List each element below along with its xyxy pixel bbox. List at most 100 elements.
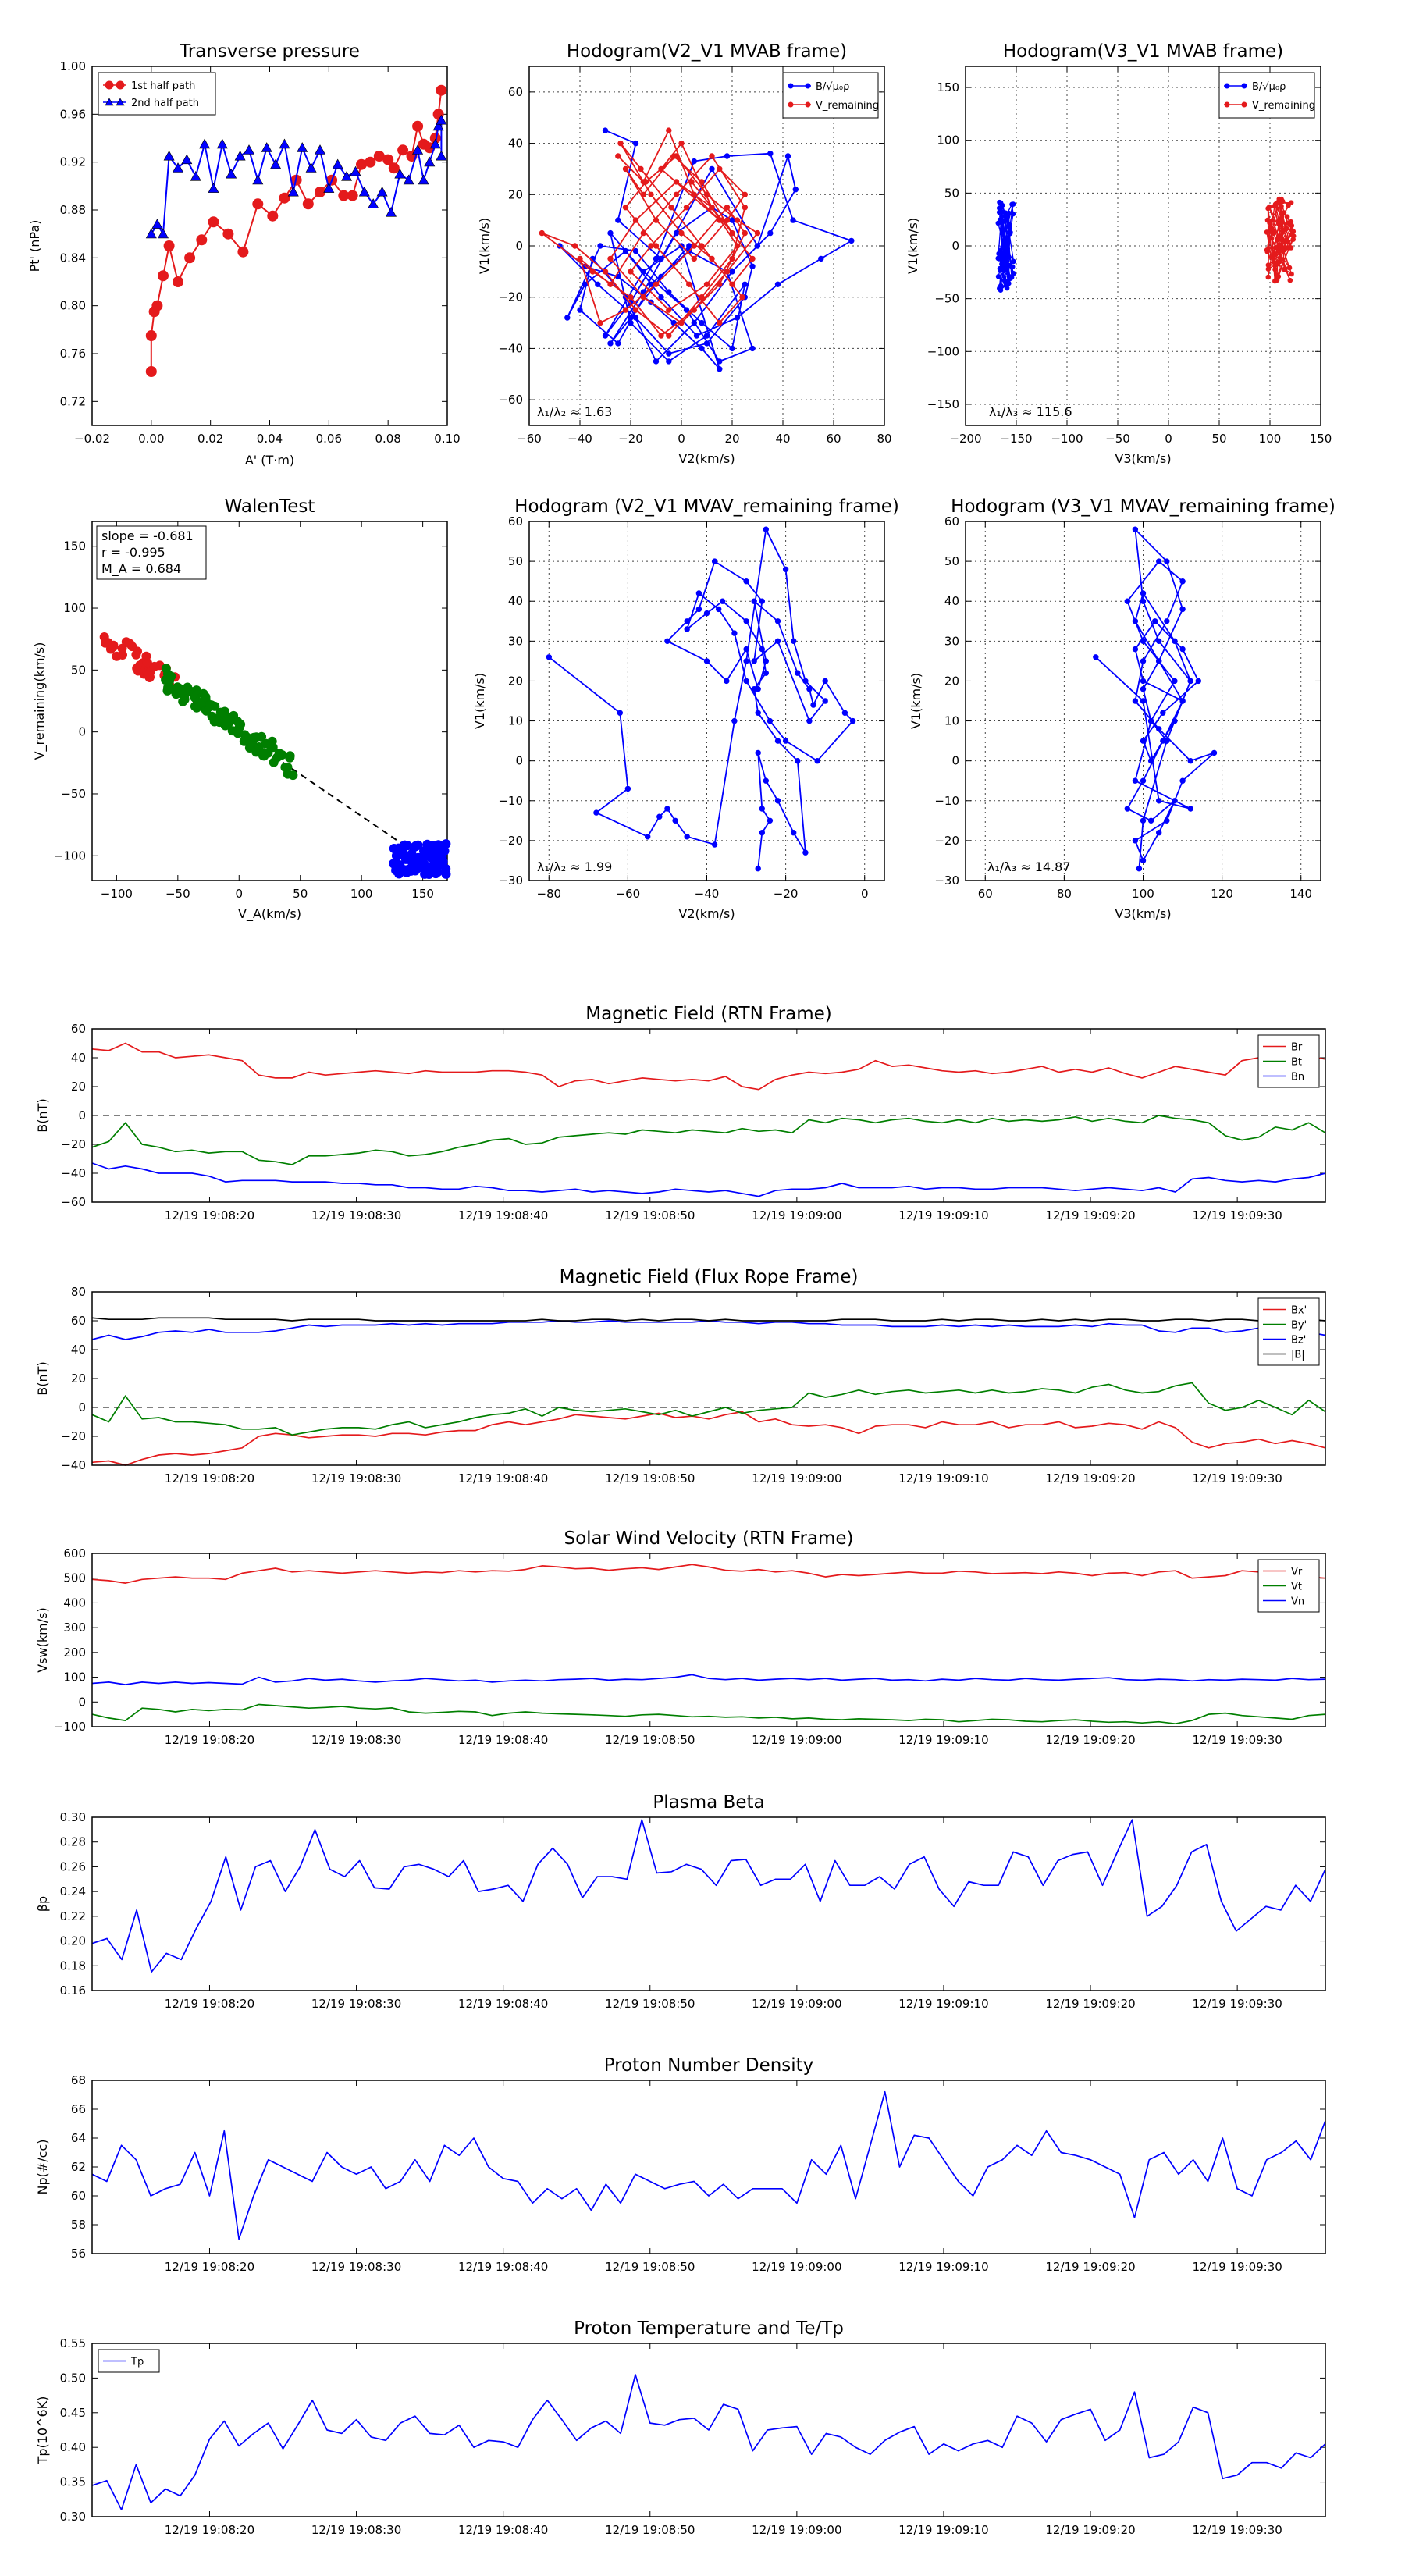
- ytick-label: 40: [944, 594, 959, 608]
- xtick-label: −100: [101, 887, 133, 901]
- data-point: [617, 710, 623, 716]
- data-point: [703, 658, 710, 664]
- ytick-label: 0.26: [60, 1859, 86, 1873]
- chart-6: Magnetic Field (RTN Frame) −60 −40 −20 0 20 40…: [35, 1004, 1326, 1222]
- data-point: [763, 658, 769, 664]
- xtick-label: 80: [877, 432, 891, 446]
- ytick-label: 1.00: [60, 59, 86, 73]
- data-point: [1280, 247, 1286, 252]
- legend-label: Vr: [1291, 1567, 1303, 1578]
- ytick-label: 60: [508, 514, 523, 528]
- data-point: [767, 151, 774, 157]
- legend-box: [1257, 1559, 1320, 1613]
- data-point: [686, 243, 692, 249]
- data-point: [999, 261, 1005, 267]
- x-axis-label: V3(km/s): [1115, 906, 1171, 921]
- data-point: [1160, 710, 1166, 716]
- xtick-label: 12/19 19:08:50: [605, 2523, 695, 2537]
- series-line: [91, 1703, 1326, 1725]
- ytick-label: 0.55: [60, 2336, 86, 2350]
- data-point: [810, 702, 816, 708]
- xtick-label: 0: [678, 432, 685, 446]
- data-point: [181, 154, 193, 165]
- xtick-label: 12/19 19:09:20: [1045, 1208, 1135, 1222]
- data-point: [1266, 204, 1272, 210]
- data-point: [358, 186, 370, 197]
- plot-frame: [91, 1553, 1326, 1727]
- data-point: [1140, 638, 1147, 644]
- data-point: [607, 281, 614, 287]
- data-point: [791, 638, 797, 644]
- xtick-label: 0.04: [257, 432, 283, 446]
- legend-label: Bz': [1291, 1335, 1306, 1347]
- data-point: [268, 742, 278, 753]
- ytick-label: −20: [934, 834, 959, 848]
- ytick-label: 60: [71, 1022, 86, 1036]
- plot-frame: [91, 2343, 1326, 2517]
- data-point: [767, 229, 774, 237]
- xtick-label: 40: [775, 432, 790, 446]
- data-point: [703, 191, 710, 198]
- xtick-label: 12/19 19:08:20: [165, 2260, 254, 2274]
- xtick-label: 0: [861, 887, 869, 901]
- data-point: [774, 738, 781, 744]
- data-point: [404, 864, 413, 874]
- data-point: [1187, 758, 1193, 764]
- ytick-label: 58: [71, 2218, 86, 2232]
- plot-frame: [91, 1816, 1326, 1991]
- data-point: [413, 840, 423, 850]
- data-point: [269, 757, 279, 767]
- data-point: [678, 229, 685, 237]
- data-point: [222, 228, 234, 240]
- data-point: [664, 638, 670, 644]
- data-point: [763, 670, 769, 676]
- data-point: [163, 150, 175, 161]
- ytick-label: 0.96: [60, 107, 86, 121]
- data-point: [1124, 598, 1131, 604]
- stats-box: [96, 525, 207, 580]
- data-point: [632, 247, 639, 254]
- xtick-label: 12/19 19:08:40: [458, 2523, 548, 2537]
- data-point: [666, 333, 672, 339]
- data-point: [365, 156, 376, 168]
- xtick-label: 12/19 19:08:50: [605, 1733, 695, 1747]
- data-point: [356, 158, 367, 170]
- data-point: [252, 198, 264, 210]
- data-point: [691, 255, 697, 262]
- data-point: [597, 243, 603, 249]
- data-point: [648, 281, 654, 287]
- legend-marker: [788, 83, 794, 89]
- data-point: [749, 255, 756, 262]
- data-point: [1187, 678, 1193, 685]
- data-point: [1132, 838, 1139, 844]
- data-point: [1281, 210, 1287, 215]
- xtick-label: 12/19 19:09:20: [1045, 2260, 1135, 2274]
- chart-title: Plasma Beta: [653, 1792, 764, 1813]
- data-point: [731, 630, 738, 636]
- ytick-label: 20: [944, 674, 959, 688]
- data-point: [145, 330, 157, 341]
- data-point: [632, 217, 639, 223]
- data-point: [755, 866, 761, 872]
- plot-frame: [965, 66, 1321, 426]
- data-point: [656, 813, 663, 820]
- data-point: [684, 834, 690, 840]
- data-point: [1132, 698, 1139, 704]
- data-point: [166, 671, 176, 681]
- y-axis-label: B(nT): [35, 1098, 50, 1132]
- data-point: [432, 856, 443, 866]
- data-point: [1267, 220, 1272, 226]
- ytick-label: −40: [498, 341, 523, 355]
- data-point: [163, 240, 175, 251]
- data-point: [806, 686, 813, 692]
- data-point: [1136, 866, 1143, 872]
- xtick-label: 12/19 19:09:20: [1045, 1997, 1135, 2011]
- ytick-label: −60: [61, 1195, 86, 1209]
- data-point: [739, 294, 745, 301]
- data-point: [742, 191, 748, 198]
- data-point: [1179, 698, 1186, 704]
- y-axis-label: B(nT): [35, 1361, 50, 1395]
- data-point: [795, 758, 801, 764]
- data-point: [597, 319, 603, 326]
- data-point: [1164, 738, 1170, 744]
